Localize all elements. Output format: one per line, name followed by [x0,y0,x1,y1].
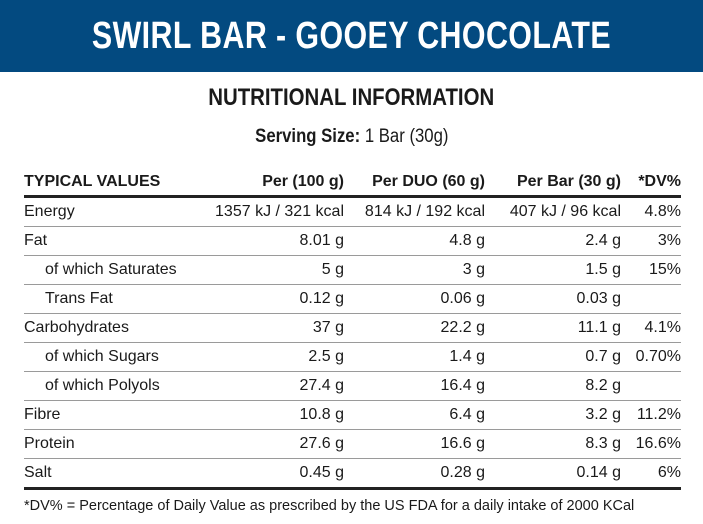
nutrient-name: Fibre [24,400,214,430]
serving-size-value: 1 Bar (30g) [364,126,449,147]
nutrient-value: 2.4 g [485,226,621,256]
nutrient-value: 3% [621,226,681,256]
nutrient-value: 8.01 g [214,226,344,256]
nutrient-value: 4.8% [621,196,681,227]
nutrient-value: 16.6% [621,429,681,459]
nutrient-value: 15% [621,255,681,285]
nutrient-value: 16.4 g [344,371,485,401]
table-row: Energy 1357 kJ / 321 kcal 814 kJ / 192 kca… [24,196,681,227]
nutrient-value: 1.5 g [485,255,621,285]
table-row: of which Polyols 27.4 g 16.4 g 8.2 g [24,371,681,401]
nutrient-value: 11.2% [621,400,681,430]
table-row: Fat 8.01 g 4.8 g 2.4 g 3% [24,226,681,256]
nutrient-value: 6% [621,458,681,490]
nutrient-value: 37 g [214,313,344,343]
nutrient-value: 4.1% [621,313,681,343]
nutrient-value: 0.12 g [214,284,344,314]
nutrition-table: TYPICAL VALUES Per (100 g) Per DUO (60 g… [24,168,681,490]
column-header: Per Bar (30 g) [485,168,621,198]
nutrient-value: 1357 kJ / 321 kcal [214,196,344,227]
nutrient-value: 0.06 g [344,284,485,314]
nutrient-value: 0.03 g [485,284,621,314]
nutrient-value: 16.6 g [344,429,485,459]
nutrient-value: 22.2 g [344,313,485,343]
table-row: Protein 27.6 g 16.6 g 8.3 g 16.6% [24,429,681,459]
table-header-row: TYPICAL VALUES Per (100 g) Per DUO (60 g… [24,168,681,198]
table-row: of which Sugars 2.5 g 1.4 g 0.7 g 0.70% [24,342,681,372]
product-title: SWIRL BAR - GOOEY CHOCOLATE [91,14,612,57]
nutrient-name: Trans Fat [24,284,214,314]
nutrient-value: 0.28 g [344,458,485,490]
nutrient-value [621,284,681,314]
nutrient-value: 5 g [214,255,344,285]
column-header: Per (100 g) [214,168,344,198]
nutrient-value: 3.2 g [485,400,621,430]
nutrient-name: Fat [24,226,214,256]
nutrient-name: of which Saturates [24,255,214,285]
column-header: Per DUO (60 g) [344,168,485,198]
column-header: TYPICAL VALUES [24,168,214,198]
nutrient-name: of which Polyols [24,371,214,401]
nutrient-name: Salt [24,458,214,490]
nutrient-name: of which Sugars [24,342,214,372]
column-header: *DV% [621,168,681,198]
table-row: Fibre 10.8 g 6.4 g 3.2 g 11.2% [24,400,681,430]
serving-size: Serving Size: 1 Bar (30g) [0,126,703,148]
nutrient-value: 4.8 g [344,226,485,256]
nutrient-value: 2.5 g [214,342,344,372]
nutrient-value: 27.4 g [214,371,344,401]
footnote: *DV% = Percentage of Daily Value as pres… [24,498,635,514]
nutrient-name: Protein [24,429,214,459]
nutrient-value: 0.7 g [485,342,621,372]
table-row: Carbohydrates 37 g 22.2 g 11.1 g 4.1% [24,313,681,343]
nutrient-value: 8.2 g [485,371,621,401]
nutrient-value: 814 kJ / 192 kcal [344,196,485,227]
nutrient-value [621,371,681,401]
nutrient-value: 3 g [344,255,485,285]
nutrient-value: 0.14 g [485,458,621,490]
nutrient-value: 11.1 g [485,313,621,343]
nutrient-value: 8.3 g [485,429,621,459]
title-banner: SWIRL BAR - GOOEY CHOCOLATE [0,0,703,72]
nutrient-name: Energy [24,196,214,227]
serving-size-label: Serving Size: [254,126,360,147]
section-heading-text: NUTRITIONAL INFORMATION [208,84,495,111]
table-row: Trans Fat 0.12 g 0.06 g 0.03 g [24,284,681,314]
nutrient-value: 0.45 g [214,458,344,490]
table-row: Salt 0.45 g 0.28 g 0.14 g 6% [24,458,681,490]
nutrient-value: 407 kJ / 96 kcal [485,196,621,227]
nutrient-value: 1.4 g [344,342,485,372]
nutrient-value: 0.70% [621,342,681,372]
nutrient-value: 10.8 g [214,400,344,430]
nutrient-value: 27.6 g [214,429,344,459]
nutrient-name: Carbohydrates [24,313,214,343]
section-heading: NUTRITIONAL INFORMATION [0,84,703,112]
nutrient-value: 6.4 g [344,400,485,430]
